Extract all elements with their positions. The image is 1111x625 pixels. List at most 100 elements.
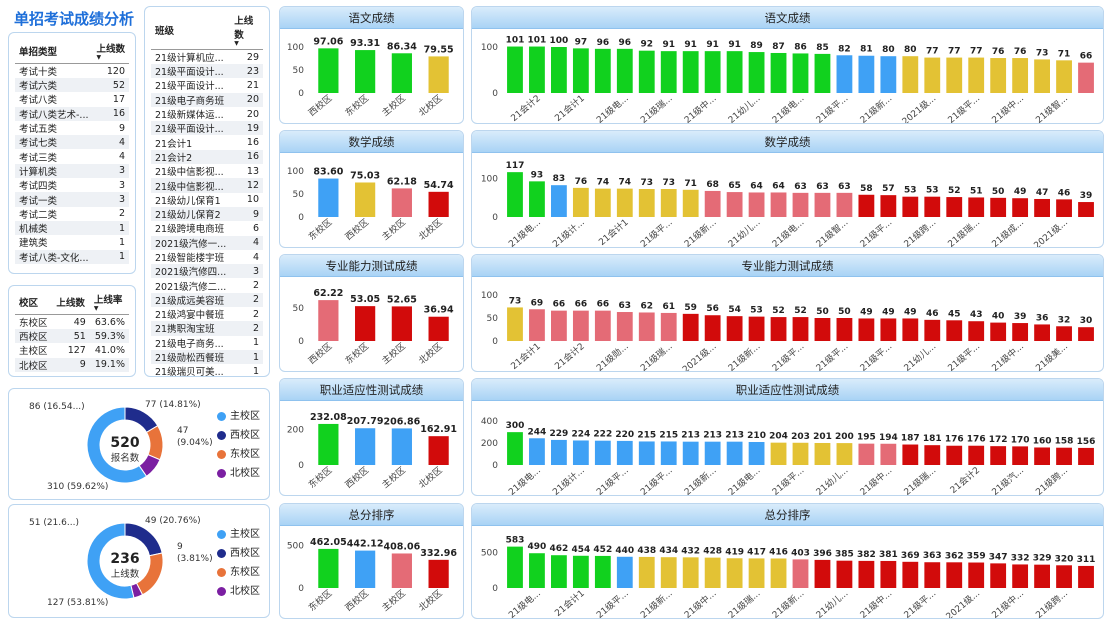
- bar[interactable]: [391, 53, 412, 93]
- bar[interactable]: [1012, 446, 1029, 465]
- bar[interactable]: [1078, 447, 1094, 465]
- bar[interactable]: [814, 318, 831, 341]
- bar[interactable]: [682, 441, 699, 465]
- bar[interactable]: [946, 320, 963, 341]
- table-row[interactable]: 主校区 127 41.0%: [15, 343, 129, 358]
- bar[interactable]: [858, 560, 875, 588]
- bar[interactable]: [726, 51, 743, 93]
- bar[interactable]: [814, 559, 831, 588]
- bar[interactable]: [748, 442, 765, 465]
- online-rate-header[interactable]: 上线率 ▼: [89, 290, 129, 315]
- table-row[interactable]: 计算机类 3: [15, 163, 129, 179]
- bar[interactable]: [507, 172, 523, 217]
- table-row[interactable]: 21级电子商务... 1: [151, 336, 263, 350]
- bar[interactable]: [660, 312, 677, 341]
- bar[interactable]: [770, 317, 787, 341]
- bar[interactable]: [946, 562, 963, 588]
- bar[interactable]: [551, 310, 567, 341]
- bar[interactable]: [968, 321, 985, 341]
- table-row[interactable]: 考试六类 52: [15, 78, 129, 93]
- bar[interactable]: [990, 446, 1007, 465]
- table-row[interactable]: 考试八类艺术-... 16: [15, 106, 129, 121]
- bar[interactable]: [990, 563, 1007, 588]
- bar[interactable]: [924, 57, 941, 93]
- bar[interactable]: [924, 319, 941, 341]
- table-row[interactable]: 2021级汽修二... 2: [151, 278, 263, 293]
- bar[interactable]: [968, 57, 985, 93]
- legend-item[interactable]: 主校区: [217, 407, 260, 426]
- bar[interactable]: [1034, 324, 1050, 341]
- bar[interactable]: [551, 439, 567, 465]
- table-row[interactable]: 考试八类 17: [15, 92, 129, 107]
- bar[interactable]: [704, 441, 721, 465]
- bar[interactable]: [1078, 327, 1094, 341]
- legend-item[interactable]: 东校区: [217, 445, 260, 464]
- bar[interactable]: [968, 445, 985, 465]
- bar[interactable]: [880, 443, 897, 465]
- bar[interactable]: [391, 306, 412, 341]
- bar[interactable]: [355, 306, 376, 341]
- bar[interactable]: [792, 559, 809, 588]
- bar[interactable]: [1034, 59, 1050, 93]
- table-row[interactable]: 21会计1 16: [151, 135, 263, 150]
- bar[interactable]: [1012, 58, 1029, 93]
- bar[interactable]: [318, 300, 339, 341]
- bar[interactable]: [748, 192, 765, 217]
- bar[interactable]: [726, 316, 743, 341]
- bar[interactable]: [1078, 565, 1094, 588]
- bar[interactable]: [507, 307, 523, 341]
- bar[interactable]: [990, 197, 1007, 217]
- bar[interactable]: [572, 187, 589, 217]
- table-row[interactable]: 21级平面设计... 19: [151, 121, 263, 136]
- bar[interactable]: [638, 189, 655, 217]
- bar[interactable]: [858, 194, 875, 217]
- donut-slice[interactable]: [86, 522, 135, 600]
- table-row[interactable]: 21级平面设计... 23: [151, 64, 263, 79]
- donut-slice[interactable]: [130, 582, 144, 599]
- class-count-header[interactable]: 上线数 ▼: [230, 11, 263, 50]
- bar[interactable]: [1012, 198, 1029, 217]
- table-row[interactable]: 21级中信影视... 13: [151, 164, 263, 179]
- bar[interactable]: [682, 557, 699, 588]
- bar[interactable]: [990, 322, 1007, 341]
- bar[interactable]: [594, 188, 611, 217]
- bar[interactable]: [391, 553, 412, 588]
- bar[interactable]: [428, 436, 449, 465]
- bar[interactable]: [638, 556, 655, 588]
- bar[interactable]: [529, 553, 545, 588]
- bar[interactable]: [616, 312, 633, 341]
- bar[interactable]: [1012, 323, 1029, 341]
- bar[interactable]: [858, 443, 875, 465]
- bar[interactable]: [507, 46, 523, 93]
- bar[interactable]: [1056, 326, 1072, 341]
- bar[interactable]: [770, 192, 787, 217]
- bar[interactable]: [616, 440, 633, 465]
- bar[interactable]: [836, 55, 853, 93]
- bar[interactable]: [726, 558, 743, 588]
- bar[interactable]: [638, 441, 655, 465]
- bar[interactable]: [1034, 564, 1050, 588]
- bar[interactable]: [902, 444, 919, 465]
- bar[interactable]: [594, 310, 611, 341]
- bar[interactable]: [1056, 60, 1072, 93]
- bar[interactable]: [1078, 202, 1094, 217]
- bar[interactable]: [704, 315, 721, 341]
- bar[interactable]: [318, 423, 339, 465]
- bar[interactable]: [616, 48, 633, 93]
- bar[interactable]: [355, 182, 376, 217]
- online-count-header[interactable]: 上线数: [52, 290, 90, 315]
- bar[interactable]: [507, 432, 523, 465]
- table-row[interactable]: 21级跨境电商班 6: [151, 221, 263, 236]
- bar[interactable]: [529, 309, 545, 341]
- table-row[interactable]: 西校区 51 59.3%: [15, 329, 129, 344]
- table-row[interactable]: 考试二类 2: [15, 207, 129, 221]
- bar[interactable]: [902, 318, 919, 341]
- bar[interactable]: [1078, 62, 1094, 93]
- bar[interactable]: [968, 562, 985, 588]
- bar[interactable]: [355, 550, 376, 588]
- table-row[interactable]: 建筑类 1: [15, 235, 129, 250]
- bar[interactable]: [355, 428, 376, 465]
- bar[interactable]: [924, 562, 941, 588]
- table-row[interactable]: 考试十类 120: [15, 64, 129, 79]
- table-row[interactable]: 机械类 1: [15, 220, 129, 236]
